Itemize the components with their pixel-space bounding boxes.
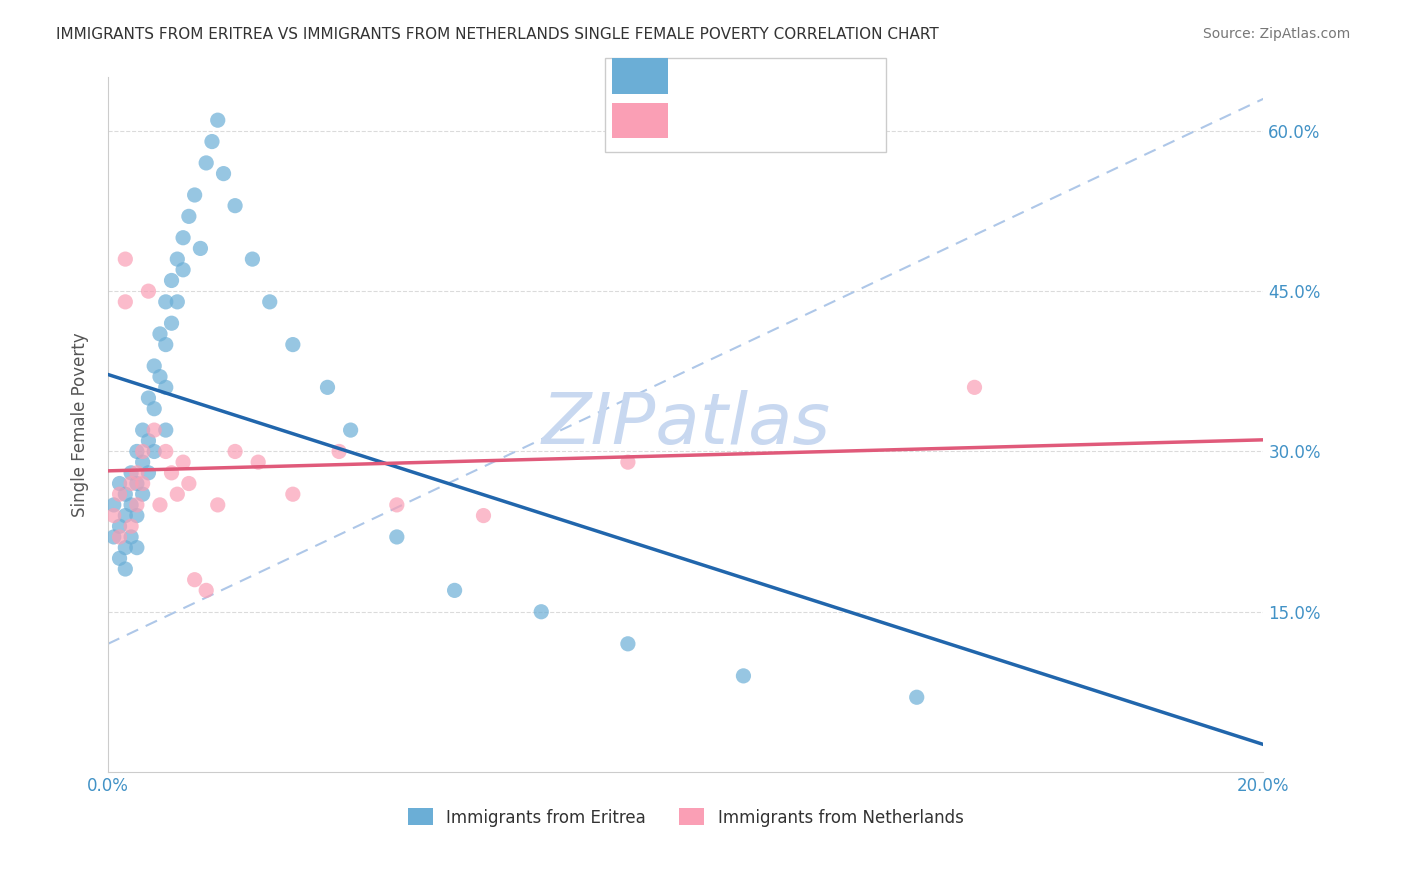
Immigrants from Netherlands bbox=[155, 444, 177, 458]
Immigrants from Eritrea bbox=[172, 262, 194, 277]
Immigrants from Eritrea bbox=[201, 135, 224, 149]
Immigrants from Netherlands bbox=[963, 380, 986, 394]
Immigrants from Eritrea bbox=[617, 637, 640, 651]
Text: 0.151: 0.151 bbox=[720, 120, 776, 138]
Immigrants from Eritrea bbox=[131, 455, 153, 469]
Immigrants from Eritrea bbox=[177, 210, 200, 224]
Immigrants from Netherlands bbox=[166, 487, 188, 501]
Immigrants from Netherlands bbox=[131, 476, 153, 491]
Immigrants from Eritrea bbox=[443, 583, 465, 598]
Immigrants from Netherlands bbox=[138, 284, 160, 298]
Immigrants from Netherlands bbox=[328, 444, 350, 458]
Immigrants from Eritrea bbox=[125, 508, 148, 523]
Immigrants from Eritrea bbox=[905, 690, 928, 705]
Immigrants from Eritrea bbox=[108, 476, 131, 491]
Immigrants from Eritrea bbox=[281, 337, 304, 351]
Immigrants from Netherlands bbox=[177, 476, 200, 491]
Immigrants from Netherlands bbox=[149, 498, 172, 512]
Text: 0.256: 0.256 bbox=[717, 76, 773, 94]
Immigrants from Eritrea bbox=[155, 294, 177, 309]
Immigrants from Eritrea bbox=[224, 199, 246, 213]
Immigrants from Eritrea bbox=[733, 669, 755, 683]
Immigrants from Eritrea bbox=[131, 487, 153, 501]
Immigrants from Eritrea bbox=[120, 466, 142, 480]
Immigrants from Netherlands bbox=[617, 455, 640, 469]
Immigrants from Eritrea bbox=[143, 401, 166, 416]
Immigrants from Eritrea bbox=[530, 605, 553, 619]
Immigrants from Eritrea bbox=[385, 530, 408, 544]
Immigrants from Eritrea bbox=[183, 188, 205, 202]
Immigrants from Netherlands bbox=[108, 487, 131, 501]
Immigrants from Eritrea bbox=[166, 252, 188, 266]
Immigrants from Netherlands bbox=[207, 498, 229, 512]
Immigrants from Eritrea bbox=[172, 231, 194, 245]
Immigrants from Eritrea bbox=[207, 113, 229, 128]
Immigrants from Eritrea bbox=[160, 316, 183, 330]
Immigrants from Eritrea bbox=[155, 423, 177, 437]
Immigrants from Eritrea bbox=[143, 444, 166, 458]
Immigrants from Eritrea bbox=[131, 423, 153, 437]
Text: 30: 30 bbox=[818, 120, 844, 138]
Immigrants from Eritrea bbox=[103, 498, 125, 512]
Immigrants from Netherlands bbox=[120, 519, 142, 533]
Immigrants from Eritrea bbox=[212, 167, 235, 181]
Text: IMMIGRANTS FROM ERITREA VS IMMIGRANTS FROM NETHERLANDS SINGLE FEMALE POVERTY COR: IMMIGRANTS FROM ERITREA VS IMMIGRANTS FR… bbox=[56, 27, 939, 42]
Immigrants from Netherlands bbox=[114, 252, 136, 266]
Immigrants from Netherlands bbox=[281, 487, 304, 501]
Immigrants from Eritrea bbox=[138, 434, 160, 448]
Immigrants from Netherlands bbox=[131, 444, 153, 458]
Immigrants from Netherlands bbox=[120, 476, 142, 491]
Immigrants from Netherlands bbox=[125, 498, 148, 512]
Y-axis label: Single Female Poverty: Single Female Poverty bbox=[72, 333, 89, 517]
Immigrants from Eritrea bbox=[120, 530, 142, 544]
Immigrants from Eritrea bbox=[155, 380, 177, 394]
Text: N =: N = bbox=[778, 120, 830, 138]
Immigrants from Eritrea bbox=[149, 326, 172, 341]
Immigrants from Eritrea bbox=[195, 156, 218, 170]
Immigrants from Netherlands bbox=[195, 583, 218, 598]
Immigrants from Eritrea bbox=[114, 541, 136, 555]
Immigrants from Netherlands bbox=[125, 466, 148, 480]
Immigrants from Netherlands bbox=[224, 444, 246, 458]
Text: Source: ZipAtlas.com: Source: ZipAtlas.com bbox=[1202, 27, 1350, 41]
Immigrants from Eritrea bbox=[114, 487, 136, 501]
Immigrants from Netherlands bbox=[143, 423, 166, 437]
Immigrants from Netherlands bbox=[160, 466, 183, 480]
Text: ZIPatlas: ZIPatlas bbox=[541, 390, 830, 459]
Immigrants from Eritrea bbox=[160, 273, 183, 287]
Immigrants from Netherlands bbox=[103, 508, 125, 523]
Legend: Immigrants from Eritrea, Immigrants from Netherlands: Immigrants from Eritrea, Immigrants from… bbox=[401, 802, 970, 833]
Immigrants from Eritrea bbox=[125, 476, 148, 491]
Immigrants from Netherlands bbox=[183, 573, 205, 587]
Immigrants from Netherlands bbox=[385, 498, 408, 512]
Immigrants from Eritrea bbox=[114, 562, 136, 576]
Immigrants from Netherlands bbox=[472, 508, 495, 523]
Immigrants from Eritrea bbox=[149, 369, 172, 384]
Immigrants from Eritrea bbox=[155, 337, 177, 351]
Immigrants from Eritrea bbox=[259, 294, 281, 309]
Immigrants from Netherlands bbox=[172, 455, 194, 469]
Immigrants from Eritrea bbox=[103, 530, 125, 544]
Text: R =: R = bbox=[679, 120, 724, 138]
Immigrants from Eritrea bbox=[190, 241, 212, 255]
Immigrants from Eritrea bbox=[120, 498, 142, 512]
Immigrants from Eritrea bbox=[125, 444, 148, 458]
Text: N =: N = bbox=[778, 76, 830, 94]
Immigrants from Netherlands bbox=[247, 455, 270, 469]
Immigrants from Eritrea bbox=[125, 541, 148, 555]
Immigrants from Eritrea bbox=[143, 359, 166, 373]
Immigrants from Netherlands bbox=[114, 294, 136, 309]
Immigrants from Eritrea bbox=[242, 252, 264, 266]
Immigrants from Netherlands bbox=[108, 530, 131, 544]
Text: 56: 56 bbox=[818, 76, 844, 94]
Text: R =: R = bbox=[679, 76, 718, 94]
Immigrants from Eritrea bbox=[108, 551, 131, 566]
Immigrants from Eritrea bbox=[138, 391, 160, 405]
Immigrants from Eritrea bbox=[114, 508, 136, 523]
Immigrants from Eritrea bbox=[316, 380, 339, 394]
Immigrants from Eritrea bbox=[138, 466, 160, 480]
Immigrants from Eritrea bbox=[339, 423, 361, 437]
Immigrants from Eritrea bbox=[108, 519, 131, 533]
Immigrants from Eritrea bbox=[166, 294, 188, 309]
